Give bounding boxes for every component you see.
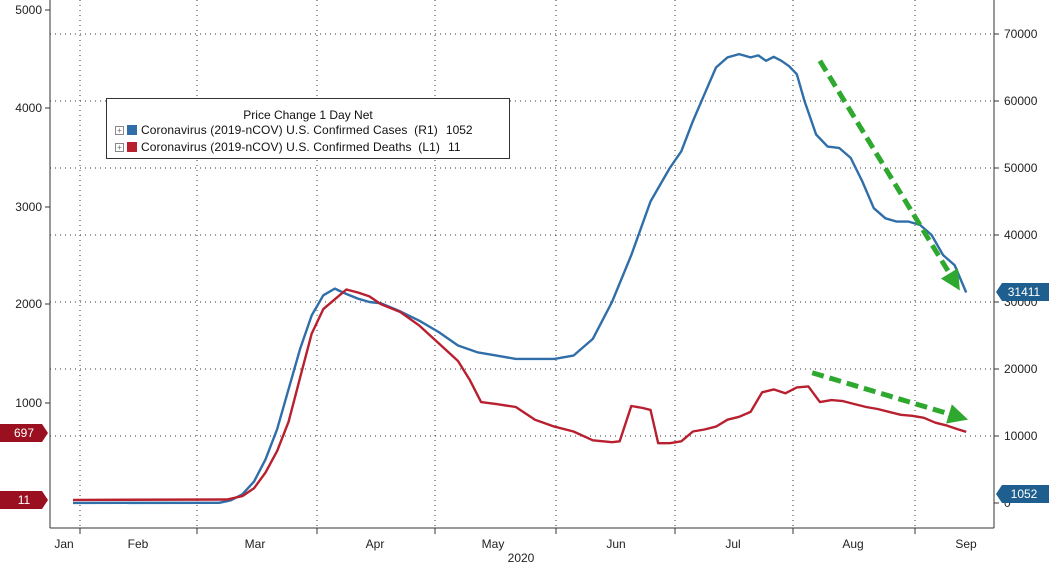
left-marker-697-text: 697 — [14, 426, 34, 440]
right-tick-label: 40000 — [1004, 228, 1038, 242]
expand-icon[interactable]: + — [115, 142, 124, 152]
legend-cases-label: Coronavirus (2019-nCOV) U.S. Confirmed C… — [141, 123, 408, 137]
expand-icon[interactable]: + — [115, 125, 124, 135]
x-tick-label: Jun — [606, 537, 625, 551]
left-marker-11-bg — [0, 491, 48, 509]
left-marker-697: 697 — [0, 424, 48, 442]
right-marker-31411-bg — [996, 283, 1049, 301]
left-tick-label: 2000 — [15, 297, 42, 311]
legend-deaths-axis: (L1) — [418, 140, 441, 154]
x-tick-label: May — [482, 537, 505, 551]
left-marker-11: 11 — [0, 491, 48, 509]
legend-cases-value: 1052 — [445, 123, 473, 137]
legend-item-deaths[interactable]: + Coronavirus (2019-nCOV) U.S. Confirmed… — [115, 139, 461, 155]
legend: Price Change 1 Day Net + Coronavirus (20… — [106, 98, 510, 159]
x-tick-label: Sep — [955, 537, 977, 551]
right-marker-31411-text: 31411 — [1008, 285, 1041, 299]
left-marker-11-text: 11 — [18, 493, 31, 507]
legend-deaths-value: 11 — [448, 140, 461, 154]
left-tick-label: 3000 — [15, 200, 42, 214]
x-tick-label: Apr — [366, 537, 385, 551]
x-tick-label: Mar — [245, 537, 266, 551]
x-year-label: 2020 — [508, 551, 535, 564]
deaths-swatch — [127, 142, 137, 152]
right-tick-label: 50000 — [1004, 161, 1038, 175]
right-tick-label: 70000 — [1004, 27, 1038, 41]
left-tick-label: 5000 — [15, 3, 42, 17]
left-tick-label: 1000 — [15, 396, 42, 410]
x-tick-label: Aug — [842, 537, 863, 551]
left-marker-697-bg — [0, 424, 48, 442]
x-tick-label: Feb — [128, 537, 149, 551]
cases-swatch — [127, 125, 137, 135]
x-tick-label: Jan — [54, 537, 73, 551]
legend-cases-axis: (R1) — [414, 123, 438, 137]
legend-deaths-label: Coronavirus (2019-nCOV) U.S. Confirmed D… — [141, 140, 412, 154]
left-tick-label: 4000 — [15, 101, 42, 115]
right-marker-31411: 31411 — [996, 283, 1049, 301]
series-deaths-line — [72, 288, 967, 502]
right-marker-1052-text: 1052 — [1011, 487, 1038, 501]
series-cases-line — [72, 52, 968, 505]
deaths-trend-arrow — [811, 370, 969, 424]
right-tick-label: 10000 — [1004, 429, 1038, 443]
legend-title: Price Change 1 Day Net — [243, 108, 373, 122]
right-marker-1052-bg — [996, 485, 1049, 503]
right-marker-1052: 1052 — [996, 485, 1049, 503]
right-tick-label: 20000 — [1004, 362, 1038, 376]
right-tick-label: 60000 — [1004, 94, 1038, 108]
legend-item-cases[interactable]: + Coronavirus (2019-nCOV) U.S. Confirmed… — [115, 122, 473, 138]
x-tick-label: Jul — [725, 537, 740, 551]
cases-trend-arrow — [817, 59, 960, 291]
